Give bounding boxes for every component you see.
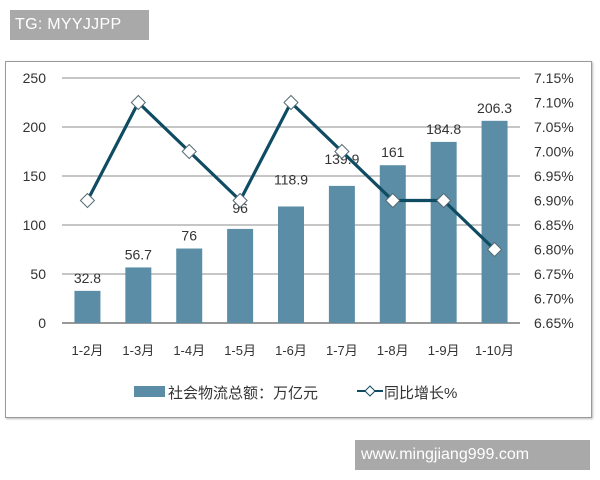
right-axis-tick-label: 6.65% bbox=[534, 315, 574, 331]
left-axis-ticks: 0 50 100 150 200 250 bbox=[23, 70, 47, 331]
right-axis-tick-label: 7.05% bbox=[534, 119, 574, 135]
diamond-marker-icon bbox=[283, 94, 299, 111]
bar bbox=[227, 228, 254, 323]
x-axis-category-label: 1-8月 bbox=[377, 343, 409, 358]
left-axis-tick-label: 250 bbox=[23, 70, 47, 86]
x-axis-categories: 1-2月 1-3月 1-4月 1-5月 1-6月 1-7月 1-8月 1-9月 1-10月 bbox=[72, 343, 515, 358]
right-axis-tick-label: 7.10% bbox=[534, 95, 574, 111]
x-axis-category-label: 1-3月 bbox=[122, 343, 154, 358]
watermark-bottom: www.mingjiang999.com bbox=[355, 440, 590, 470]
legend-line-label: 同比增长% bbox=[384, 385, 458, 402]
right-axis-tick-label: 7.00% bbox=[534, 144, 574, 160]
bar-value-label: 56.7 bbox=[125, 246, 152, 262]
left-axis-tick-label: 100 bbox=[23, 217, 47, 233]
right-axis-tick-label: 7.15% bbox=[534, 70, 574, 86]
bar-value-label: 76 bbox=[181, 228, 197, 244]
bar-value-label: 184.8 bbox=[426, 121, 461, 137]
line-series bbox=[79, 94, 503, 258]
right-axis-tick-label: 6.85% bbox=[534, 217, 574, 233]
right-axis-tick-label: 6.90% bbox=[534, 193, 574, 209]
bar bbox=[125, 267, 152, 323]
legend-bar-label: 社会物流总额：万亿元 bbox=[168, 385, 319, 402]
legend-bar-swatch bbox=[134, 386, 165, 397]
x-axis-category-label: 1-6月 bbox=[275, 343, 307, 358]
left-axis-tick-label: 150 bbox=[23, 168, 47, 184]
bar bbox=[328, 185, 355, 323]
bar-value-label: 32.8 bbox=[74, 270, 101, 286]
bar bbox=[278, 206, 304, 323]
diamond-marker-icon bbox=[79, 192, 96, 209]
diamond-marker-icon bbox=[232, 192, 248, 209]
bar bbox=[379, 165, 406, 323]
right-axis-tick-label: 6.80% bbox=[534, 242, 574, 258]
diamond-marker-icon bbox=[435, 192, 452, 209]
right-axis-tick-label: 6.75% bbox=[534, 266, 574, 282]
x-axis-category-label: 1-5月 bbox=[224, 343, 256, 358]
left-axis-tick-label: 0 bbox=[38, 315, 46, 331]
x-axis-category-label: 1-7月 bbox=[326, 343, 358, 358]
bar bbox=[74, 290, 101, 323]
bar bbox=[176, 248, 203, 323]
bar-value-label: 161 bbox=[381, 144, 405, 160]
right-axis-ticks: 6.65% 6.70% 6.75% 6.80% 6.85% 6.90% 6.95% 7.00%… bbox=[534, 70, 574, 331]
diamond-marker-icon bbox=[334, 143, 350, 160]
diamond-marker-icon bbox=[130, 94, 147, 111]
x-axis-category-label: 1-9月 bbox=[428, 343, 460, 358]
left-axis-tick-label: 200 bbox=[23, 119, 47, 135]
bar-series bbox=[74, 120, 508, 324]
left-axis-tick-label: 50 bbox=[30, 266, 46, 282]
diamond-marker-icon bbox=[385, 192, 401, 209]
bar-value-label: 118.9 bbox=[274, 171, 308, 187]
legend-line-diamond-icon bbox=[357, 385, 383, 397]
legend: 社会物流总额：万亿元 同比增长% bbox=[0, 380, 600, 404]
x-axis-category-label: 1-4月 bbox=[173, 343, 205, 358]
x-axis-category-label: 1-10月 bbox=[475, 343, 514, 358]
x-axis-category-label: 1-2月 bbox=[72, 343, 104, 358]
diamond-marker-icon bbox=[486, 241, 503, 258]
right-axis-tick-label: 6.95% bbox=[534, 168, 574, 184]
bar bbox=[430, 141, 457, 323]
bar bbox=[481, 120, 508, 324]
right-axis-tick-label: 6.70% bbox=[534, 291, 574, 307]
diamond-marker-icon bbox=[181, 143, 197, 160]
watermark-top: TG: MYYJJPP bbox=[10, 10, 149, 40]
bar-value-label: 206.3 bbox=[477, 100, 512, 116]
